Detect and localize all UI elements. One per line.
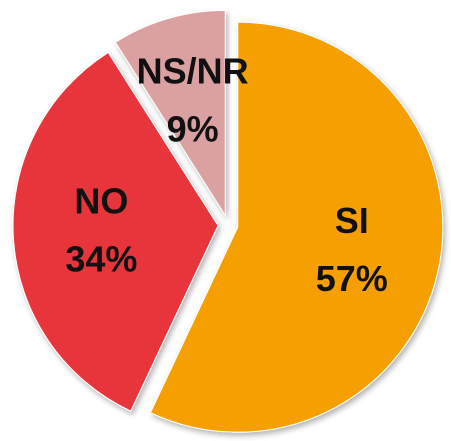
pie-slice	[149, 21, 444, 433]
slice-category-label: SI	[335, 200, 369, 241]
pie-slice	[114, 9, 226, 218]
slice-category-label: NO	[74, 180, 128, 221]
slice-value-label: 34%	[65, 238, 137, 279]
pie-slice	[12, 51, 219, 412]
slice-value-label: 9%	[167, 109, 219, 150]
slice-category-label: NS/NR	[137, 51, 249, 92]
slice-value-label: 57%	[316, 258, 388, 299]
